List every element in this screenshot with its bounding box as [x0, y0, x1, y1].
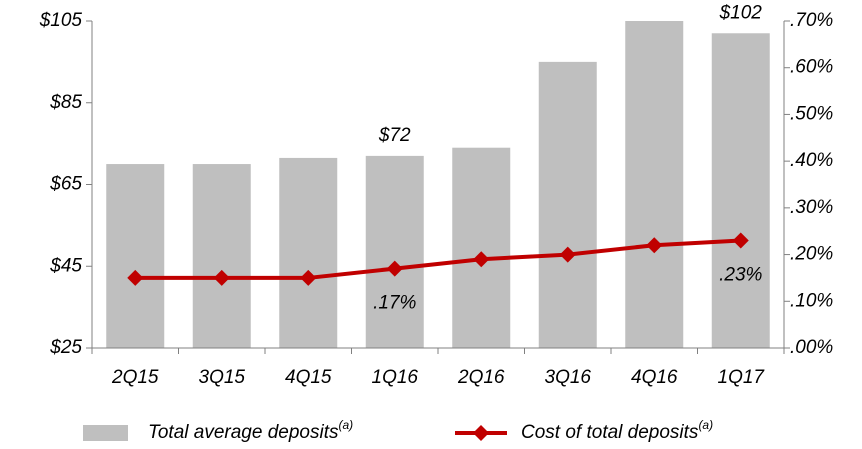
y2-tick-label: .70%	[790, 10, 833, 31]
line-marker	[213, 269, 230, 286]
y-tick-label: $105	[39, 10, 83, 31]
y2-tick-label: .20%	[790, 244, 833, 265]
legend-note: (a)	[698, 418, 713, 432]
legend-name: Cost of total deposits	[521, 422, 699, 443]
line-value-label: .17%	[373, 293, 416, 314]
y2-tick-label: .10%	[790, 290, 833, 311]
legend-label: Total average deposits(a)	[148, 418, 353, 443]
y2-tick-label: .40%	[790, 150, 833, 171]
y-tick-label: $45	[49, 255, 82, 276]
bar	[625, 21, 684, 348]
x-tick-label: 1Q16	[372, 367, 419, 388]
line-marker	[559, 246, 576, 263]
bar	[452, 147, 511, 348]
bar	[106, 164, 165, 348]
x-tick-label: 1Q17	[718, 367, 766, 388]
x-tick-label: 3Q16	[545, 367, 592, 388]
legend-note: (a)	[338, 418, 353, 432]
x-tick-label: 4Q16	[631, 367, 678, 388]
bar-value-label: $102	[719, 2, 763, 23]
legend-label: Cost of total deposits(a)	[521, 418, 713, 443]
y2-tick-label: .30%	[790, 197, 833, 218]
x-tick-label: 2Q16	[457, 367, 505, 388]
line-marker	[732, 232, 749, 249]
line-marker	[300, 269, 317, 286]
line	[135, 238, 741, 280]
legend-swatch	[473, 425, 489, 441]
x-tick-label: 4Q15	[285, 367, 332, 388]
line-marker	[473, 251, 490, 268]
legend-name: Total average deposits	[148, 422, 339, 443]
bar	[279, 157, 338, 348]
bar	[538, 61, 597, 348]
line-marker	[646, 237, 663, 254]
y-tick-label: $25	[49, 337, 82, 358]
y-tick-label: $85	[49, 92, 82, 113]
y2-tick-label: .60%	[790, 57, 833, 78]
line-marker	[127, 269, 144, 286]
legend-swatch	[83, 425, 128, 441]
bar	[365, 155, 424, 348]
y2-tick-label: .00%	[790, 337, 833, 358]
x-tick-label: 3Q15	[199, 367, 246, 388]
bar	[192, 164, 251, 348]
line-marker	[386, 260, 403, 277]
x-tick-label: 2Q15	[111, 367, 159, 388]
bar	[711, 33, 770, 348]
line-value-label: .23%	[719, 265, 762, 286]
bar-value-label: $72	[378, 125, 411, 146]
y-tick-label: $65	[49, 174, 82, 195]
y2-tick-label: .50%	[790, 103, 833, 124]
